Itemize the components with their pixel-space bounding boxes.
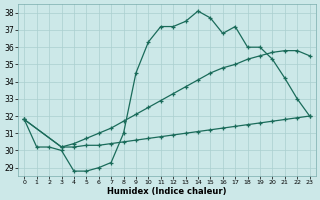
X-axis label: Humidex (Indice chaleur): Humidex (Indice chaleur) xyxy=(107,187,227,196)
